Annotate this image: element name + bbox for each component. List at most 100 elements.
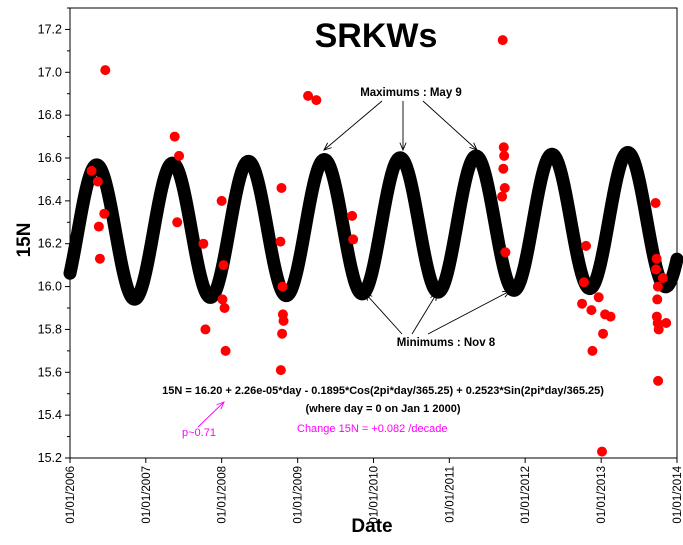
change-per-decade-annotation: Change 15N = +0.082 /decade	[297, 423, 447, 435]
data-point	[652, 294, 663, 305]
data-point	[174, 150, 185, 161]
data-points-layer	[86, 35, 672, 457]
data-point	[499, 150, 510, 161]
data-point	[587, 345, 598, 356]
data-point	[581, 240, 592, 251]
data-point	[651, 253, 662, 264]
data-point	[217, 294, 228, 305]
data-point	[586, 305, 597, 316]
data-point	[311, 95, 322, 106]
p-value-arrow	[197, 401, 225, 428]
data-point	[578, 277, 589, 288]
equation-line-1: 15N = 16.20 + 2.26e-05*day - 0.1895*Cos(…	[162, 385, 604, 397]
y-tick-label: 17.2	[38, 22, 62, 36]
maximums-label: Maximums : May 9	[360, 87, 462, 99]
minimums-arrow	[427, 290, 511, 335]
maximums-arrow-head	[323, 142, 332, 151]
x-axis-label: Date	[351, 516, 392, 537]
minimums-arrow	[411, 292, 438, 335]
data-point	[577, 298, 588, 309]
x-tick-label: 01/01/2007	[141, 466, 153, 524]
data-point	[593, 292, 604, 303]
data-point	[500, 247, 511, 258]
y-tick-label: 15.4	[38, 408, 62, 422]
data-point	[220, 345, 231, 356]
data-point	[86, 165, 97, 176]
fit-curve-layer	[63, 145, 683, 306]
y-axis-label: 15N	[14, 223, 35, 258]
annotation-arrows	[197, 100, 512, 428]
data-point	[653, 375, 664, 386]
data-point	[348, 234, 359, 245]
minimums-arrow-head	[430, 292, 438, 301]
x-tick-label: 01/01/2010	[369, 466, 381, 524]
y-tick-label: 16.2	[38, 237, 62, 251]
data-point	[276, 183, 287, 193]
minimums-arrow-head	[364, 292, 373, 301]
data-point	[497, 35, 508, 46]
y-tick-label: 16.0	[38, 280, 62, 294]
data-point	[278, 315, 289, 326]
minimums-arrow-head	[501, 290, 512, 298]
data-point	[498, 142, 509, 153]
data-point	[198, 238, 209, 249]
data-point	[172, 217, 183, 228]
fit-curve	[63, 145, 683, 306]
data-point	[277, 328, 288, 339]
data-point	[661, 318, 672, 328]
data-point	[169, 131, 180, 142]
p-value-arrow-head	[216, 401, 225, 410]
data-point	[218, 260, 229, 271]
x-tick-label: 01/01/2011	[444, 466, 456, 523]
p-value-annotation: p~0.71	[182, 427, 216, 439]
data-point	[275, 236, 286, 247]
data-point	[92, 176, 103, 187]
y-tick-label: 16.4	[38, 194, 62, 208]
data-point	[303, 90, 314, 101]
data-point	[650, 198, 661, 208]
data-point	[497, 191, 508, 202]
y-tick-label: 15.2	[38, 451, 62, 465]
data-point	[498, 163, 509, 174]
minimums-label: Minimums : Nov 8	[397, 337, 496, 349]
minimums-arrow	[364, 292, 403, 335]
data-point	[652, 281, 663, 292]
maximums-arrow	[422, 100, 478, 151]
maximums-arrow-head	[399, 142, 407, 152]
data-point	[216, 195, 227, 206]
data-point	[93, 221, 104, 232]
data-point	[499, 183, 510, 193]
x-tick-label: 01/01/2008	[217, 466, 229, 524]
x-tick-label: 01/01/2014	[672, 465, 683, 523]
maximums-arrow	[323, 100, 383, 151]
x-tick-label: 01/01/2006	[65, 466, 77, 524]
data-point	[100, 65, 111, 76]
data-point	[653, 324, 664, 335]
data-point	[275, 365, 286, 376]
data-point	[598, 328, 609, 339]
data-point	[597, 446, 608, 457]
axis-ticks-layer: 15.2 15.4 15.6 15.8 16.0 16.2 16.4 16.6 16.8 17.0…	[38, 7, 683, 524]
x-tick-label: 01/01/2009	[293, 466, 305, 524]
y-tick-label: 16.6	[38, 151, 62, 165]
data-point	[219, 303, 230, 313]
maximums-arrow-head	[469, 142, 478, 151]
data-point	[200, 324, 211, 335]
y-tick-label: 17.0	[38, 65, 62, 79]
y-tick-label: 16.8	[38, 108, 62, 122]
data-point	[99, 208, 110, 219]
data-point	[94, 253, 105, 264]
data-point	[277, 281, 288, 292]
data-point	[651, 264, 662, 275]
equation-line-2: (where day = 0 on Jan 1 2000)	[306, 403, 461, 415]
data-point	[657, 273, 668, 283]
y-tick-label: 15.8	[38, 322, 62, 336]
x-tick-label: 01/01/2013	[596, 466, 608, 524]
y-tick-label: 15.6	[38, 365, 62, 379]
x-tick-label: 01/01/2012	[520, 466, 532, 524]
data-point	[347, 210, 358, 221]
data-point	[605, 311, 616, 322]
chart-title: SRKWs	[315, 17, 438, 55]
